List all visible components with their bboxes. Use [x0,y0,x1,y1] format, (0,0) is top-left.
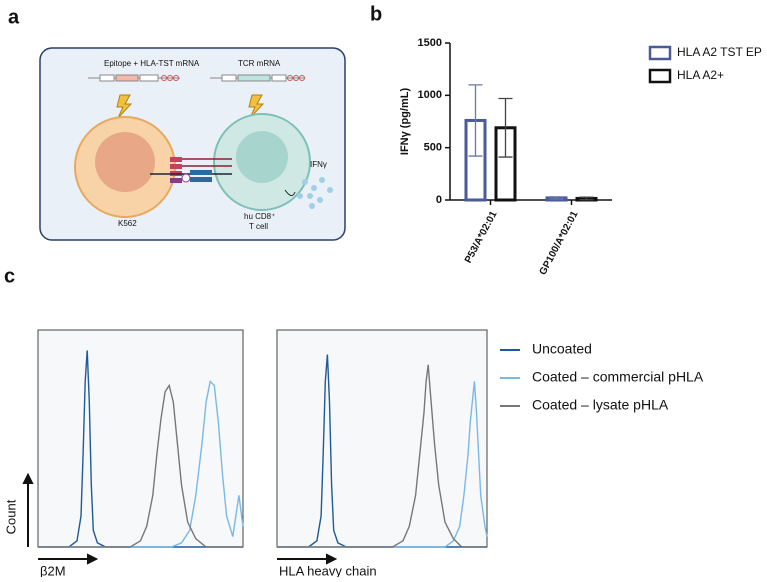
plot-area [276,329,488,548]
nucleus [236,131,288,183]
error-bar [468,84,483,157]
histogram-curve [277,354,487,548]
legend-label: Uncoated [532,341,592,357]
diagram: Epitope + HLA-TST mRNA TCR mRNA K562 hu … [39,47,346,241]
nucleus [95,132,155,192]
histogram-curve [277,381,488,548]
panel-label: c [4,265,15,287]
legend-label: Coated – lysate pHLA [532,397,669,413]
legend-label: Coated – commercial pHLA [532,369,704,385]
error-bar [579,196,594,201]
diagram-label: TCR mRNA [238,59,281,68]
cytokines [297,177,333,209]
mrna [88,74,305,82]
y-tick-label: 0 [436,194,442,206]
diagram-label: K562 [118,219,137,228]
y-axis-label: Count [3,499,18,534]
legend-label: HLA A2 TST EP [677,45,762,59]
receptors [150,157,232,183]
y-arrow [22,472,34,547]
diagram-label: IFNγ [310,160,327,169]
histogram-curve [277,364,487,548]
bolt [248,94,265,119]
bolt [116,94,133,119]
x-tick-label: P53/A*02:01 [463,209,500,265]
diagram-label: Epitope + HLA-TST mRNA [104,59,200,68]
arrow [284,189,296,196]
y-tick-label: 1000 [418,89,442,101]
y-tick-label: 1500 [418,37,442,49]
x-axis-label: HLA heavy chain [279,563,377,577]
legend-swatch [648,45,672,61]
x-arrow [38,553,99,565]
y-axis-label: IFNγ (pg/mL) [399,88,411,156]
legend-label: HLA A2+ [677,68,724,82]
error-bar [549,196,564,200]
x-axis-label: β2M [40,563,66,577]
panel-label: b [370,3,382,25]
x-tick-label: GP100/A*02:01 [538,209,581,277]
x-arrow [277,553,338,565]
plot-area [37,329,244,548]
diagram-label: T cell [249,222,268,231]
histogram-curve [38,350,243,548]
panel-label: a [8,6,20,28]
legend-swatch [648,68,672,84]
y-tick-label: 500 [424,142,442,154]
histogram-curve [38,379,244,548]
histogram-curve [38,383,243,548]
error-bar [498,97,513,158]
diagram-label: hu CD8⁺ [244,212,275,221]
